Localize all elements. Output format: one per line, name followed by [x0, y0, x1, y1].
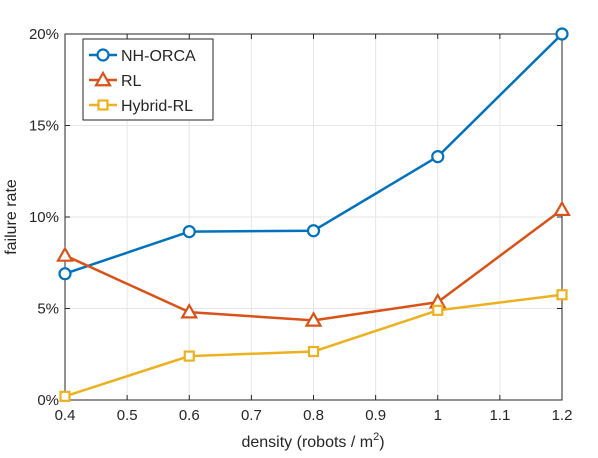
data-point-hybrid-rl [183, 350, 195, 362]
x-axis-label-end: ) [379, 434, 384, 451]
legend-marker-nh-orca [96, 48, 110, 62]
x-tick-label: 0.7 [241, 407, 262, 424]
axes [64, 33, 563, 401]
data-point-hybrid-rl [432, 304, 444, 316]
x-tick-label: 1.2 [552, 407, 573, 424]
legend-label-hybrid-rl: Hybrid-RL [121, 98, 193, 115]
x-tick-labels: 0.4 0.5 0.6 0.7 0.8 0.9 1 1.1 1.2 [55, 407, 573, 424]
series-group [56, 27, 571, 402]
legend-marker-rl [94, 70, 112, 87]
y-tick-label: 15% [29, 118, 59, 135]
x-tick-label: 0.5 [117, 407, 138, 424]
y-tick-label: 0% [37, 392, 59, 409]
data-point-nh-orca [182, 225, 196, 239]
data-point-rl [180, 302, 199, 319]
x-axis-label: density (robots / m2) [241, 431, 384, 451]
y-tick-label: 5% [37, 301, 59, 318]
data-point-rl [553, 200, 571, 217]
y-tick-label: 10% [29, 209, 59, 226]
x-tick-label: 0.9 [365, 407, 386, 424]
x-tick-label: 0.8 [303, 407, 324, 424]
data-point-hybrid-rl [59, 390, 71, 402]
series-hybrid-rl [59, 289, 568, 402]
data-point-nh-orca [58, 267, 72, 281]
data-point-nh-orca [431, 150, 445, 164]
legend-marker-hybrid-rl [97, 99, 109, 111]
x-tick-label: 0.4 [55, 407, 76, 424]
y-tick-label: 20% [29, 26, 59, 43]
legend-label-nh-orca: NH-ORCA [121, 48, 196, 65]
y-axis-label: failure rate [3, 179, 20, 255]
data-point-hybrid-rl [307, 345, 320, 358]
legend-label-rl: RL [121, 73, 142, 90]
data-point-nh-orca [555, 27, 569, 41]
x-tick-label: 0.6 [179, 407, 200, 424]
series-nh-orca [58, 27, 569, 281]
series-rl [56, 200, 571, 327]
x-axis-label-superscript: 2 [373, 431, 379, 443]
data-point-nh-orca [306, 224, 321, 238]
x-tick-label: 1.1 [489, 407, 510, 424]
data-point-hybrid-rl [556, 289, 568, 301]
data-point-rl [56, 246, 74, 262]
legend: NH-ORCA RL Hybrid-RL [82, 38, 214, 121]
data-point-rl [304, 311, 323, 327]
y-tick-labels: 0% 5% 10% 15% 20% [29, 26, 59, 409]
x-tick-label: 1 [434, 407, 442, 424]
